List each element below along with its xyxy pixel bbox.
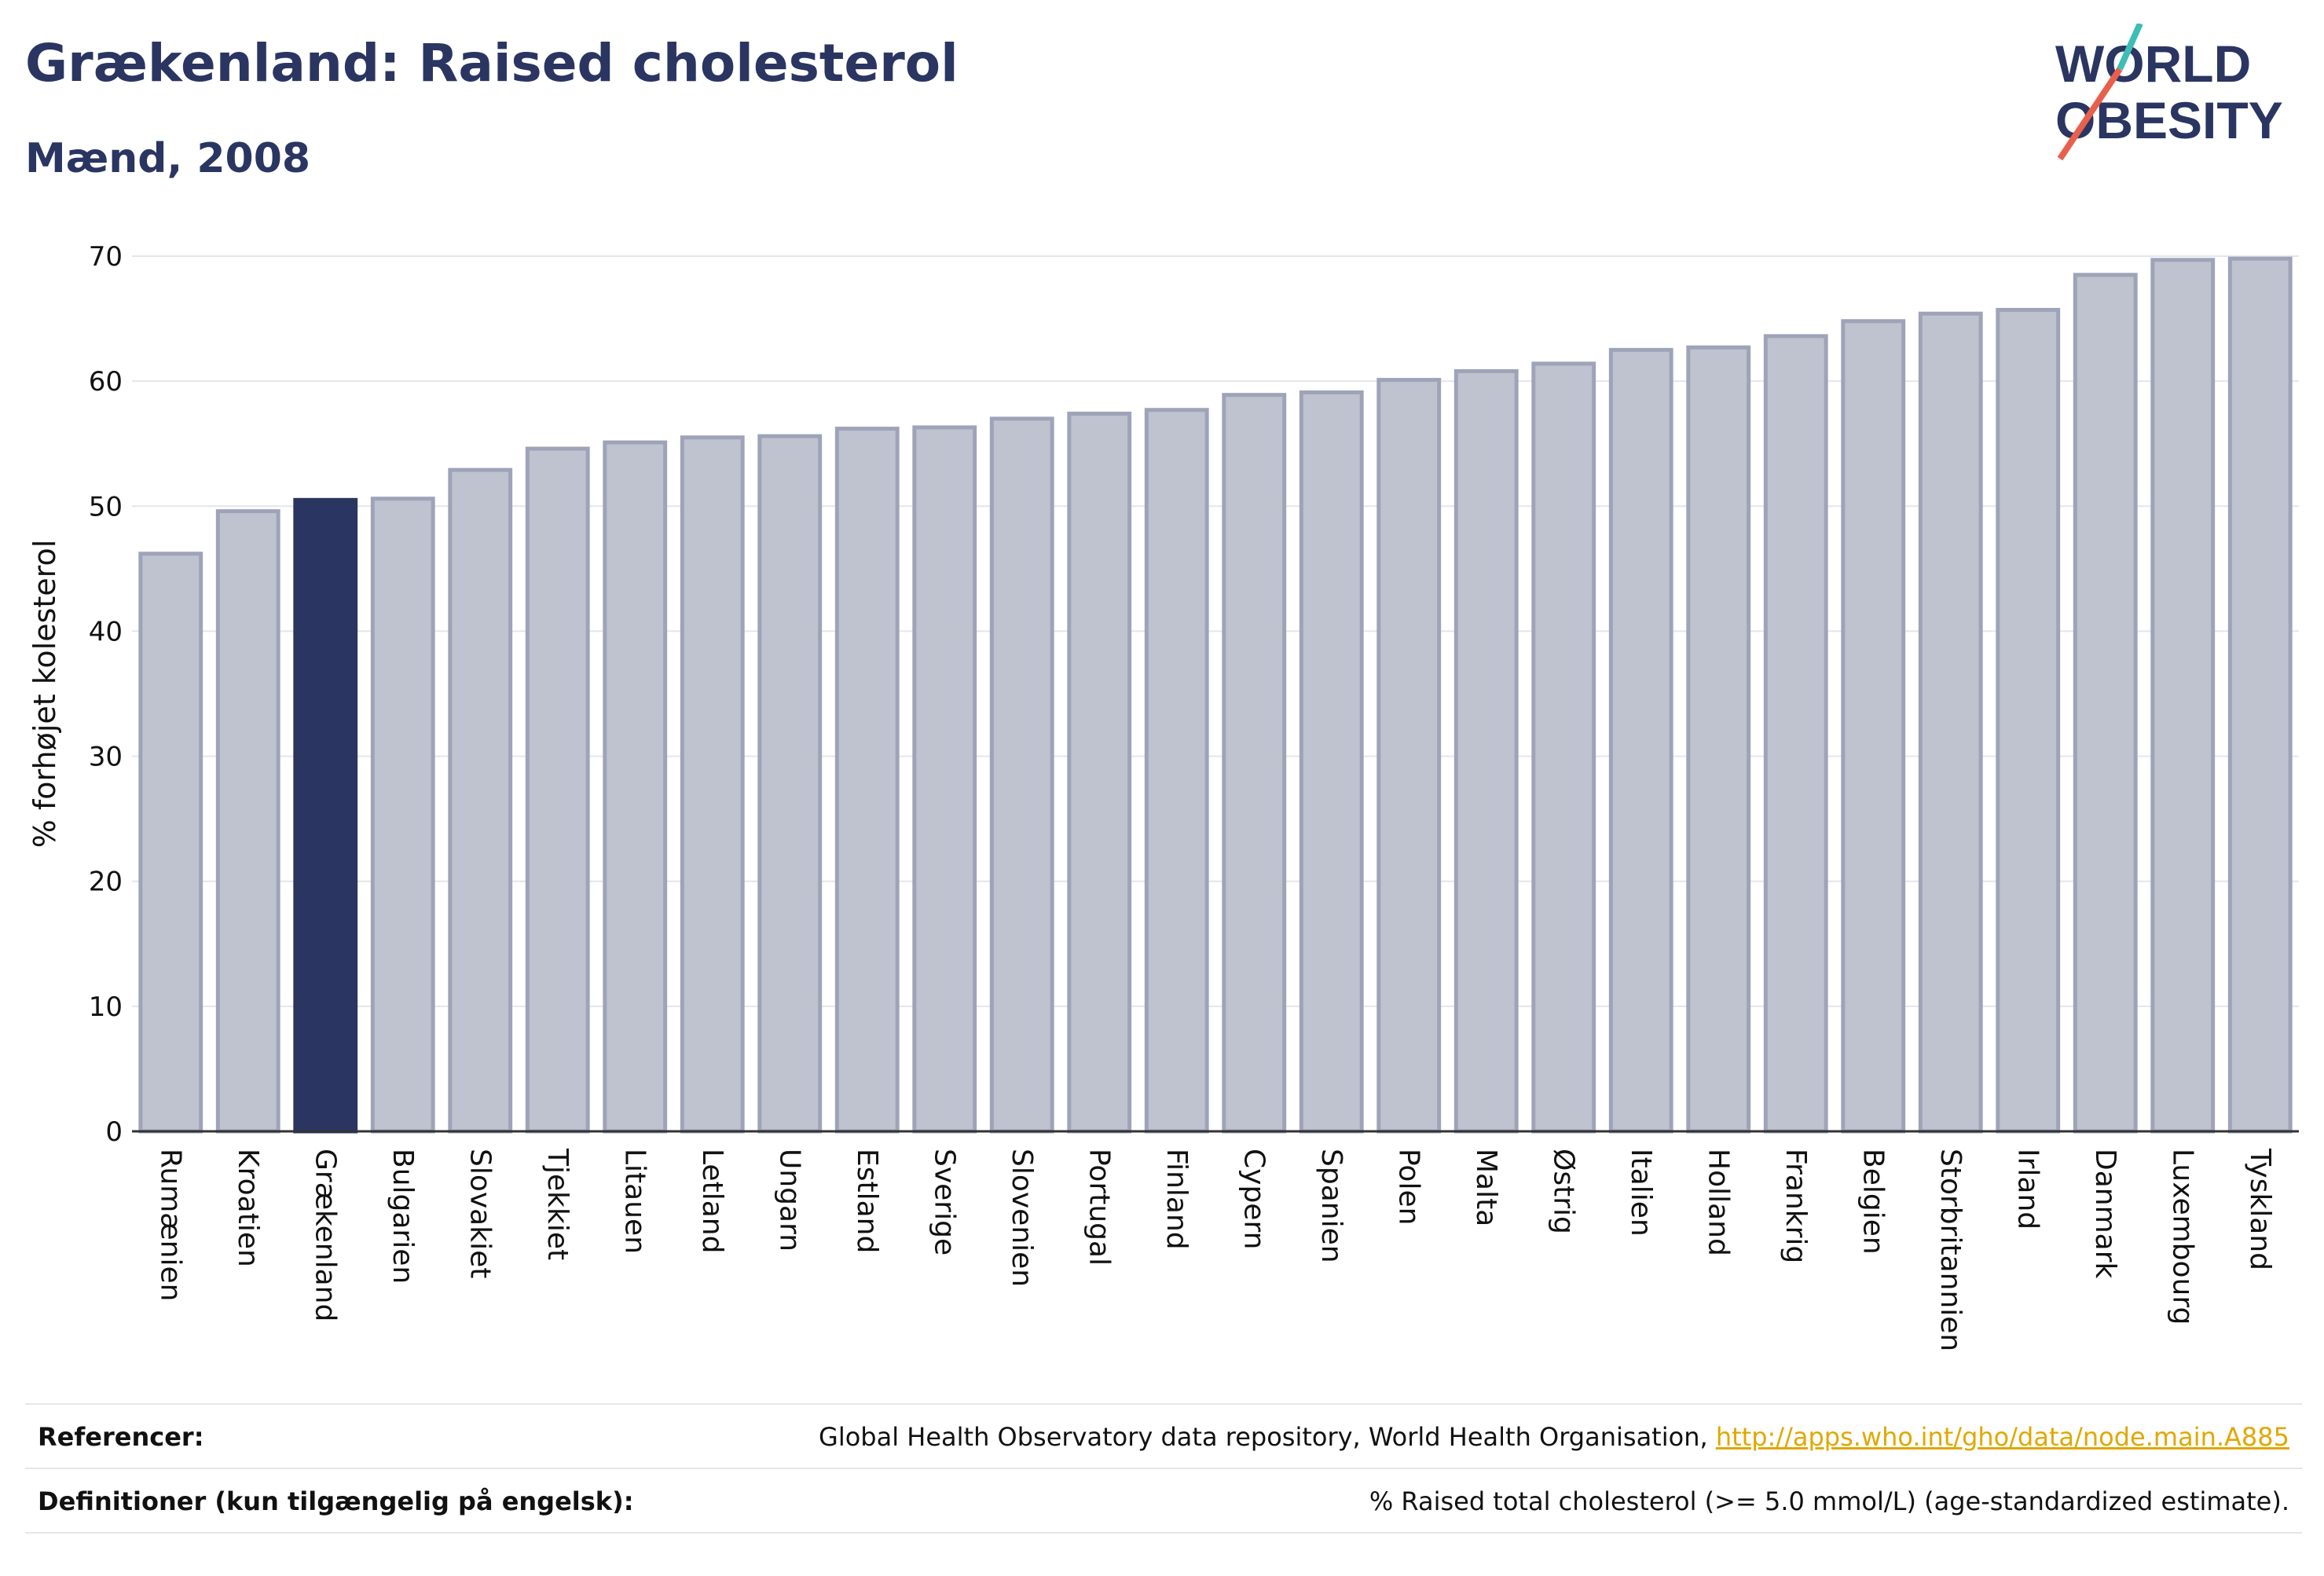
x-tick-label: Slovenien (1006, 1149, 1038, 1287)
bar (757, 434, 823, 1134)
x-tick-label: Storbritannien (1934, 1149, 1967, 1351)
chart-title: Grækenland: Raised cholesterol (25, 33, 959, 93)
x-tick-label: Polen (1392, 1149, 1424, 1225)
y-tick-label: 30 (89, 742, 123, 773)
bar (1996, 307, 2061, 1134)
bar (989, 416, 1054, 1134)
logo-slash-teal (2117, 24, 2143, 71)
bar (1608, 347, 1673, 1134)
bar (1453, 368, 1519, 1134)
labels: 0 10 20 30 40 50 60 70 Rumænien Kroatien Grækenlan… (27, 241, 2276, 1351)
x-tick-label: Luxembourg (2166, 1149, 2198, 1325)
bar (1144, 408, 1209, 1134)
definitions-label: Definitioner (kun tilgængelig på engelsk… (38, 1486, 634, 1516)
bar-highlight (293, 497, 358, 1134)
x-tick-label: Rumænien (154, 1149, 186, 1301)
chart-subtitle: Mænd, 2008 (25, 135, 311, 182)
y-tick-label: 0 (105, 1116, 123, 1148)
bar (1222, 393, 1287, 1134)
references-label: Referencer: (38, 1422, 204, 1452)
bar (525, 446, 590, 1134)
y-tick-label: 70 (89, 241, 123, 273)
bar (1067, 412, 1132, 1134)
references-link[interactable]: http://apps.who.int/gho/data/node.main.A… (1715, 1422, 2289, 1452)
bar (2227, 256, 2293, 1134)
x-tick-label: Irland (2011, 1149, 2044, 1230)
world-obesity-logo: WORLD OBESITY (2055, 24, 2283, 161)
x-tick-label: Danmark (2089, 1149, 2121, 1279)
x-tick-label: Ungarn (773, 1149, 805, 1252)
x-tick-label: Belgien (1857, 1149, 1889, 1255)
bar (1299, 390, 1364, 1134)
bar (834, 427, 900, 1134)
bar (680, 435, 745, 1134)
logo-line-2: OBESITY (2055, 91, 2283, 149)
bar-chart: 0 10 20 30 40 50 60 70 Rumænien Kroatien Grækenlan… (27, 241, 2299, 1351)
footer-divider (25, 1532, 2302, 1534)
bars (138, 256, 2293, 1134)
x-tick-label: Letland (696, 1149, 728, 1253)
bar (2150, 258, 2216, 1134)
bar (1686, 345, 1751, 1134)
x-tick-label: Holland (1702, 1149, 1734, 1256)
y-axis-label: % forhøjet kolesterol (27, 540, 62, 848)
bar (912, 425, 977, 1134)
definitions-text: % Raised total cholesterol (>= 5.0 mmol/… (1369, 1486, 2289, 1516)
bar (448, 467, 513, 1134)
bar (2073, 273, 2138, 1134)
x-tick-label: Finland (1160, 1149, 1193, 1250)
x-tick-label: Litauen (618, 1149, 651, 1254)
bar (1763, 334, 1828, 1134)
bar (603, 440, 668, 1134)
bar (1376, 378, 1442, 1134)
bar (1918, 311, 1983, 1134)
x-tick-label: Sverige (928, 1149, 960, 1255)
bar (1841, 319, 1906, 1134)
x-tick-label: Tyskland (2244, 1148, 2276, 1270)
y-tick-label: 40 (89, 616, 123, 647)
x-tick-label: Frankrig (1780, 1149, 1812, 1263)
x-tick-label: Grækenland (309, 1149, 341, 1321)
references-text: Global Health Observatory data repositor… (819, 1422, 1708, 1452)
bar (138, 552, 203, 1134)
x-tick-label: Bulgarien (387, 1149, 419, 1284)
y-tick-label: 50 (89, 491, 123, 522)
bar (1531, 361, 1596, 1134)
y-tick-label: 20 (89, 867, 123, 898)
x-tick-label: Cypern (1237, 1149, 1270, 1249)
x-tick-label: Østrig (1547, 1149, 1579, 1234)
x-tick-label: Kroatien (232, 1149, 264, 1267)
x-tick-label: Slovakiet (464, 1149, 496, 1278)
definitions-row: Definitioner (kun tilgængelig på engelsk… (25, 1468, 2302, 1534)
bar (215, 509, 280, 1134)
x-tick-label: Italien (1625, 1149, 1657, 1237)
logo-slash-coral (2057, 67, 2123, 161)
y-tick-label: 10 (89, 991, 123, 1023)
x-tick-label: Tjekkiet (541, 1148, 574, 1260)
x-tick-label: Malta (1470, 1149, 1502, 1226)
references-row: Referencer: Global Health Observatory da… (25, 1403, 2302, 1469)
x-tick-label: Estland (851, 1149, 883, 1253)
x-tick-label: Spanien (1315, 1149, 1347, 1263)
logo-line-1: WORLD (2055, 35, 2251, 93)
references-value: Global Health Observatory data repositor… (819, 1422, 2289, 1452)
y-tick-label: 60 (89, 366, 123, 398)
bar (370, 497, 435, 1134)
x-tick-label: Portugal (1083, 1149, 1115, 1266)
